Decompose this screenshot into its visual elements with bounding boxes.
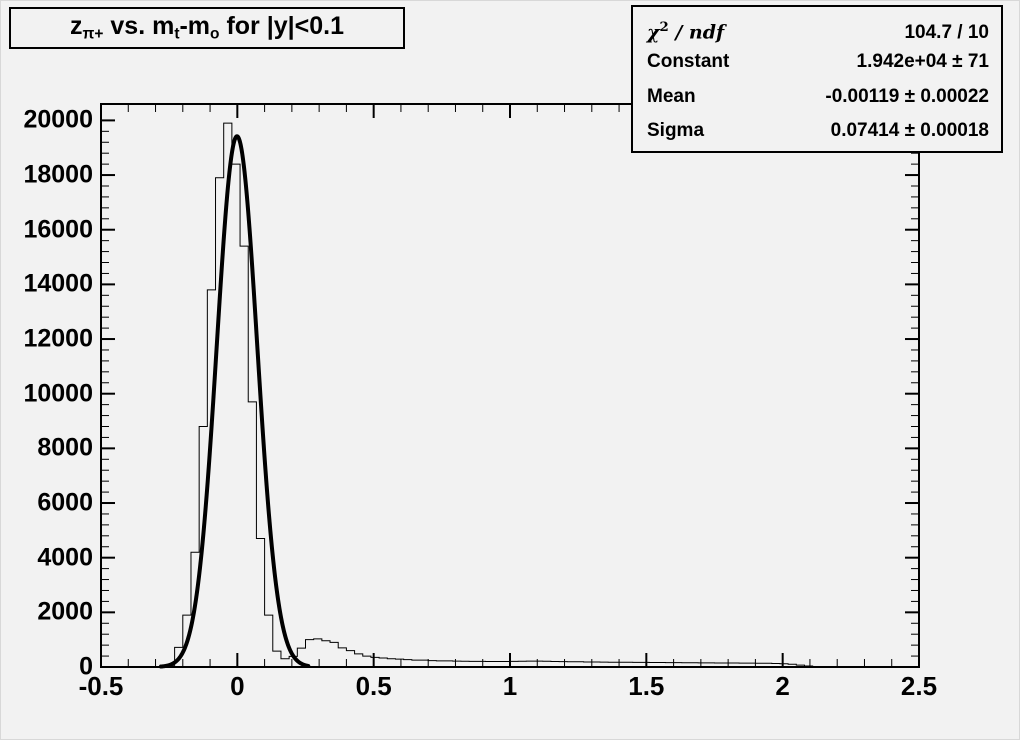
x-tick-label: 1 — [502, 671, 518, 701]
x-tick-label: 0 — [230, 671, 245, 701]
title-segment: vs. m — [103, 12, 175, 41]
x-tick-label: 2.5 — [900, 671, 938, 701]
stat-label-mean: Mean — [647, 85, 696, 107]
title-subscript: π+ — [82, 25, 104, 43]
stat-row: Constant 1.942e+04 ± 71 — [647, 45, 989, 78]
y-tick-label: 4000 — [37, 543, 93, 572]
stat-value-mean: -0.00119 ± 0.00022 — [825, 85, 989, 107]
title-segment: z — [70, 12, 83, 41]
stat-value-sigma: 0.07414 ± 0.00018 — [830, 120, 989, 142]
gaussian-fit-curve — [158, 134, 311, 669]
y-tick-label: 2000 — [37, 597, 93, 626]
stat-label-constant: Constant — [647, 51, 730, 73]
plot-title-box: zπ+ vs. mt-mo for |y|<0.1 — [9, 7, 405, 49]
fit-stats-box: χ2 / ndf 104.7 / 10 Constant 1.942e+04 ±… — [631, 5, 1003, 153]
y-tick-label: 8000 — [37, 433, 93, 462]
histogram-step-line — [101, 122, 919, 668]
y-tick-label: 12000 — [23, 324, 93, 353]
x-tick-label: -0.5 — [78, 671, 124, 701]
x-tick-label: 1.5 — [628, 671, 665, 701]
y-tick-label: 14000 — [23, 269, 93, 298]
title-subscript: t — [174, 25, 180, 43]
x-tick-label: 0.5 — [355, 671, 392, 701]
stat-row: Sigma 0.07414 ± 0.00018 — [647, 114, 989, 147]
stat-row: χ2 / ndf 104.7 / 10 — [647, 11, 989, 44]
title-segment: -m — [179, 12, 211, 41]
y-tick-label: 6000 — [37, 488, 93, 517]
title-subscript: o — [210, 25, 220, 43]
stat-label-chi2: χ2 / ndf — [647, 19, 725, 44]
plot-frame — [100, 103, 920, 668]
stat-value-chi2: 104.7 / 10 — [904, 22, 989, 44]
y-tick-label: 10000 — [23, 379, 93, 408]
y-tick-label: 20000 — [23, 105, 93, 134]
stat-label-sigma: Sigma — [647, 120, 705, 142]
stat-value-constant: 1.942e+04 ± 71 — [856, 51, 989, 73]
x-tick-label: 2 — [775, 671, 790, 701]
y-tick-label: 16000 — [23, 215, 93, 244]
y-tick-label: 18000 — [23, 160, 93, 189]
plot-title-text: zπ+ vs. mt-mo for |y|<0.1 — [70, 12, 344, 43]
y-tick-label: 0 — [79, 652, 93, 681]
title-segment: for |y|<0.1 — [219, 12, 344, 41]
stat-row: Mean -0.00119 ± 0.00022 — [647, 80, 989, 113]
